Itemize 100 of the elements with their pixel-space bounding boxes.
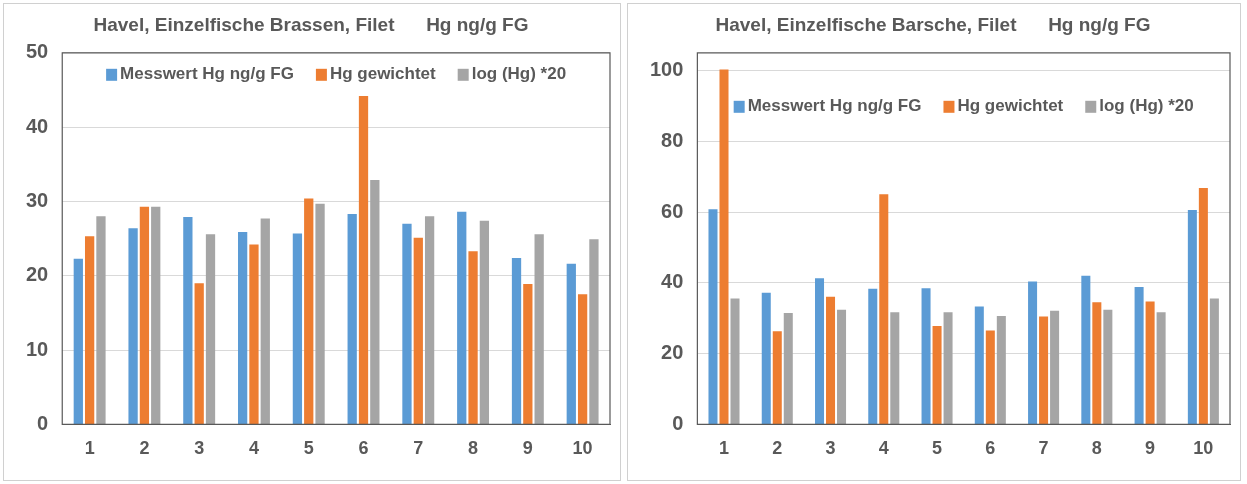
bar xyxy=(511,257,522,424)
bar xyxy=(761,292,771,424)
y-tick-label: 0 xyxy=(37,411,49,434)
bar xyxy=(1081,275,1091,424)
y-tick-label: 10 xyxy=(26,337,49,360)
x-tick-label: 8 xyxy=(1091,438,1102,459)
bar xyxy=(84,236,95,424)
bar xyxy=(577,294,588,424)
bar xyxy=(468,251,478,424)
bar xyxy=(424,216,435,424)
x-tick-label: 2 xyxy=(772,438,783,459)
x-tick-label: 5 xyxy=(303,438,314,459)
bar xyxy=(183,217,193,424)
bar xyxy=(826,296,836,424)
bar xyxy=(1092,302,1102,424)
bar xyxy=(370,179,380,424)
bar xyxy=(194,283,204,424)
bar xyxy=(566,263,576,424)
bar xyxy=(347,214,357,424)
y-tick-label: 60 xyxy=(661,199,684,222)
bar xyxy=(304,198,314,424)
x-tick-label: 10 xyxy=(1193,438,1214,459)
bar xyxy=(1039,316,1049,424)
x-tick-label: 6 xyxy=(985,438,996,459)
bar xyxy=(73,258,83,424)
x-tick-label: 3 xyxy=(194,438,205,459)
legend-label: Hg gewichtet xyxy=(329,64,437,84)
y-tick-label: 40 xyxy=(661,270,684,293)
bar xyxy=(1134,287,1144,424)
bar xyxy=(1145,301,1155,424)
bar xyxy=(974,306,984,424)
bar xyxy=(879,194,889,424)
x-tick-label: 4 xyxy=(248,438,259,459)
bar xyxy=(719,69,729,424)
bar xyxy=(837,309,847,424)
bar xyxy=(921,288,931,424)
y-tick-label: 100 xyxy=(649,58,684,81)
legend-label: log (Hg) *20 xyxy=(471,64,567,84)
bar xyxy=(238,231,248,424)
y-tick-label: 80 xyxy=(661,128,684,151)
bar xyxy=(1050,310,1060,424)
bar xyxy=(730,298,740,424)
x-tick-label: 8 xyxy=(468,438,479,459)
bar xyxy=(1028,281,1038,424)
bar xyxy=(479,220,490,424)
x-tick-label: 6 xyxy=(358,438,369,459)
legend-label: Hg gewichtet xyxy=(957,96,1064,116)
bar xyxy=(1187,209,1197,424)
bar xyxy=(1198,187,1208,424)
x-tick-label: 3 xyxy=(825,438,836,459)
bar xyxy=(943,312,953,424)
y-tick-label: 50 xyxy=(26,40,49,63)
bar xyxy=(868,288,878,424)
x-tick-label: 7 xyxy=(413,438,424,459)
bar xyxy=(890,312,900,424)
bar xyxy=(249,244,259,424)
chart-title: Havel, Einzelfische Brassen, Filet Hg ng/g FG xyxy=(93,13,529,35)
legend-label: Messwert Hg ng/g FG xyxy=(747,96,922,116)
legend-label: log (Hg) *20 xyxy=(1099,96,1194,116)
y-tick-label: 20 xyxy=(26,263,49,286)
bar xyxy=(139,206,150,424)
bar xyxy=(783,312,793,424)
x-tick-label: 9 xyxy=(522,438,533,459)
bar xyxy=(315,203,325,424)
bar xyxy=(772,331,782,424)
x-tick-label: 7 xyxy=(1038,438,1049,459)
bar xyxy=(932,326,942,424)
x-tick-label: 1 xyxy=(84,438,95,459)
bar xyxy=(457,211,467,424)
y-tick-label: 40 xyxy=(26,114,49,137)
bar xyxy=(815,278,825,424)
bar xyxy=(589,239,599,424)
bar xyxy=(402,223,412,424)
y-tick-label: 30 xyxy=(26,188,49,211)
bar xyxy=(534,234,544,424)
bar xyxy=(128,228,138,424)
bar xyxy=(260,218,270,424)
bar xyxy=(151,206,161,424)
x-tick-label: 10 xyxy=(572,438,593,459)
bar xyxy=(1209,298,1219,424)
x-tick-label: 4 xyxy=(878,438,889,459)
x-tick-label: 5 xyxy=(932,438,943,459)
bar xyxy=(358,95,369,424)
bar xyxy=(708,209,718,424)
x-tick-label: 2 xyxy=(139,438,150,459)
bar xyxy=(1103,309,1113,424)
x-tick-label: 1 xyxy=(718,438,730,459)
bar xyxy=(96,216,106,424)
x-tick-label: 9 xyxy=(1145,438,1156,459)
legend-label: Messwert Hg ng/g FG xyxy=(120,64,294,84)
bar xyxy=(292,233,303,424)
bar xyxy=(523,283,533,424)
bar xyxy=(985,330,995,424)
bar xyxy=(1156,312,1166,424)
bar xyxy=(413,237,423,424)
bar xyxy=(205,234,216,424)
y-tick-label: 20 xyxy=(661,341,684,364)
chart-title: Havel, Einzelfische Barsche, Filet Hg ng/g FG xyxy=(715,13,1151,35)
y-tick-label: 0 xyxy=(672,411,684,434)
bar xyxy=(996,316,1006,424)
